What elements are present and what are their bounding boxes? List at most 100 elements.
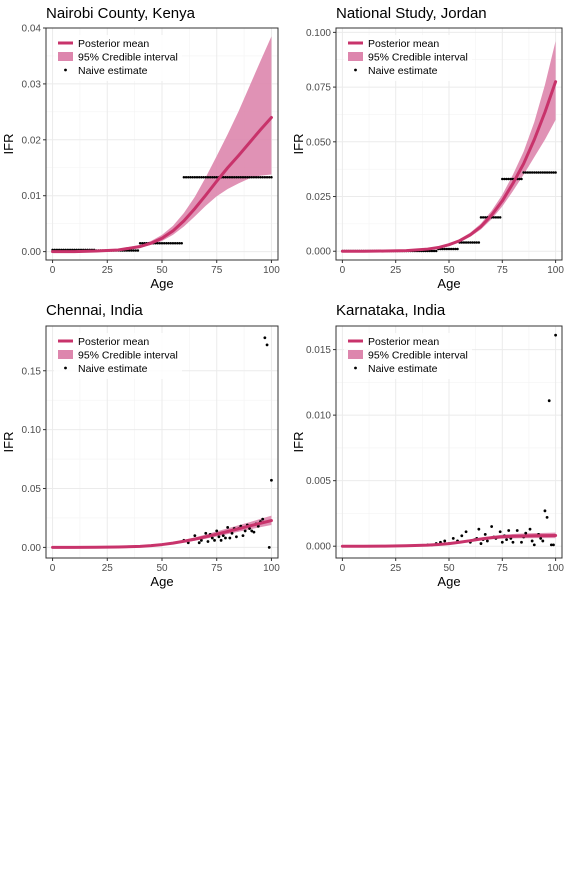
naive-estimate-point bbox=[552, 543, 555, 547]
naive-estimate-point bbox=[210, 536, 214, 540]
naive-estimate-point bbox=[221, 534, 225, 538]
naive-estimate-point bbox=[496, 216, 500, 219]
naive-estimate-point bbox=[475, 241, 478, 244]
x-tick-label: 25 bbox=[102, 265, 114, 276]
naive-estimate-point bbox=[171, 241, 175, 245]
naive-estimate-point bbox=[222, 176, 225, 179]
y-tick-label: 0.025 bbox=[306, 192, 331, 203]
legend-label-posterior-mean: Posterior mean bbox=[78, 336, 149, 348]
naive-estimate-point bbox=[246, 176, 249, 179]
naive-estimate-point bbox=[464, 241, 468, 244]
naive-estimate-point bbox=[505, 177, 508, 181]
naive-estimate-point bbox=[243, 176, 247, 179]
y-tick-label: 0.03 bbox=[22, 79, 42, 90]
naive-estimate-point bbox=[552, 171, 555, 174]
naive-estimate-point bbox=[270, 478, 273, 482]
naive-estimate-point bbox=[490, 525, 494, 528]
naive-estimate-point bbox=[537, 171, 540, 174]
naive-estimate-point bbox=[165, 241, 168, 245]
naive-estimate-point bbox=[252, 530, 256, 534]
legend-background bbox=[344, 35, 472, 81]
naive-estimate-point bbox=[217, 535, 221, 539]
x-axis-title: Age bbox=[150, 276, 173, 291]
naive-estimate-point bbox=[215, 529, 219, 533]
naive-estimate-point bbox=[197, 176, 201, 179]
naive-estimate-point bbox=[176, 241, 179, 245]
x-tick-label: 0 bbox=[50, 265, 56, 276]
naive-estimate-point bbox=[230, 531, 234, 535]
naive-estimate-point bbox=[492, 216, 496, 219]
naive-estimate-point bbox=[132, 249, 135, 252]
naive-estimate-point bbox=[270, 176, 273, 179]
y-tick-label: 0.00 bbox=[22, 543, 42, 554]
y-tick-label: 0.00 bbox=[22, 247, 42, 258]
naive-estimate-point bbox=[208, 176, 212, 179]
naive-estimate-point bbox=[230, 176, 234, 179]
x-tick-label: 75 bbox=[497, 563, 509, 574]
posterior-mean-line bbox=[340, 80, 558, 253]
credible-interval-band bbox=[52, 36, 272, 252]
naive-estimate-point bbox=[226, 176, 229, 179]
legend-key-naive-estimate bbox=[354, 68, 357, 72]
naive-estimate-point bbox=[441, 247, 444, 251]
naive-estimate-point bbox=[528, 527, 532, 531]
naive-estimate-point bbox=[213, 176, 216, 179]
y-tick-label: 0.000 bbox=[306, 247, 331, 258]
naive-estimate-point bbox=[554, 171, 557, 174]
naive-estimate-point bbox=[507, 177, 510, 181]
y-tick-label: 0.100 bbox=[306, 28, 331, 39]
x-tick-label: 75 bbox=[211, 265, 223, 276]
x-tick-label: 100 bbox=[547, 265, 564, 276]
legend-key-credible-interval bbox=[348, 52, 363, 61]
naive-estimate-point bbox=[219, 538, 223, 542]
naive-estimate-point bbox=[547, 399, 551, 403]
naive-estimate-point bbox=[195, 176, 199, 179]
naive-estimate-point bbox=[452, 247, 455, 251]
naive-estimate-point bbox=[432, 249, 436, 253]
naive-estimate-point bbox=[471, 241, 474, 244]
naive-estimate-point bbox=[483, 216, 487, 219]
legend-key-credible-interval bbox=[348, 350, 363, 359]
naive-estimate-point bbox=[162, 241, 166, 245]
naive-estimate-point bbox=[184, 176, 188, 179]
naive-estimate-point bbox=[451, 536, 455, 540]
naive-estimate-point bbox=[526, 171, 530, 174]
naive-estimate-point bbox=[494, 216, 498, 219]
x-tick-label: 50 bbox=[156, 265, 168, 276]
naive-estimate-point bbox=[543, 171, 547, 174]
naive-estimate-point bbox=[265, 343, 269, 347]
naive-estimate-point bbox=[187, 176, 190, 179]
naive-estimate-point bbox=[554, 333, 558, 337]
naive-estimate-point bbox=[224, 536, 227, 540]
naive-estimate-point bbox=[202, 176, 205, 179]
naive-estimate-point bbox=[541, 171, 545, 174]
naive-estimate-point bbox=[257, 176, 260, 179]
naive-estimate-point bbox=[182, 176, 186, 179]
x-tick-label: 50 bbox=[443, 265, 455, 276]
x-axis-title: Age bbox=[437, 574, 460, 589]
naive-estimate-point bbox=[533, 171, 536, 174]
naive-estimate-point bbox=[235, 176, 238, 179]
naive-estimate-point bbox=[532, 543, 536, 547]
naive-estimate-point bbox=[500, 540, 504, 544]
plot-area bbox=[51, 36, 273, 254]
naive-estimate-point bbox=[204, 176, 208, 179]
legend-label-naive-estimate: Naive estimate bbox=[78, 363, 148, 375]
x-tick-label: 25 bbox=[390, 563, 402, 574]
naive-estimate-point bbox=[539, 171, 542, 174]
legend: Posterior mean 95% Credible intervalNaive… bbox=[344, 35, 472, 81]
chart-panel-2: National Study, Jordan 0 25 50 75 100 0.000 0.0… bbox=[291, 5, 564, 291]
naive-estimate-point bbox=[445, 247, 449, 251]
plot-area bbox=[340, 41, 558, 253]
naive-estimate-point bbox=[498, 530, 502, 534]
y-tick-label: 0.04 bbox=[22, 24, 42, 35]
legend-key-credible-interval bbox=[58, 350, 73, 359]
naive-estimate-point bbox=[507, 529, 511, 532]
naive-estimate-point bbox=[505, 538, 508, 542]
naive-estimate-point bbox=[460, 534, 464, 538]
y-axis-title: IFR bbox=[291, 134, 306, 155]
legend-key-naive-estimate bbox=[64, 68, 67, 72]
y-tick-label: 0.01 bbox=[22, 191, 42, 202]
naive-estimate-point bbox=[443, 539, 447, 543]
x-tick-label: 0 bbox=[50, 563, 56, 574]
